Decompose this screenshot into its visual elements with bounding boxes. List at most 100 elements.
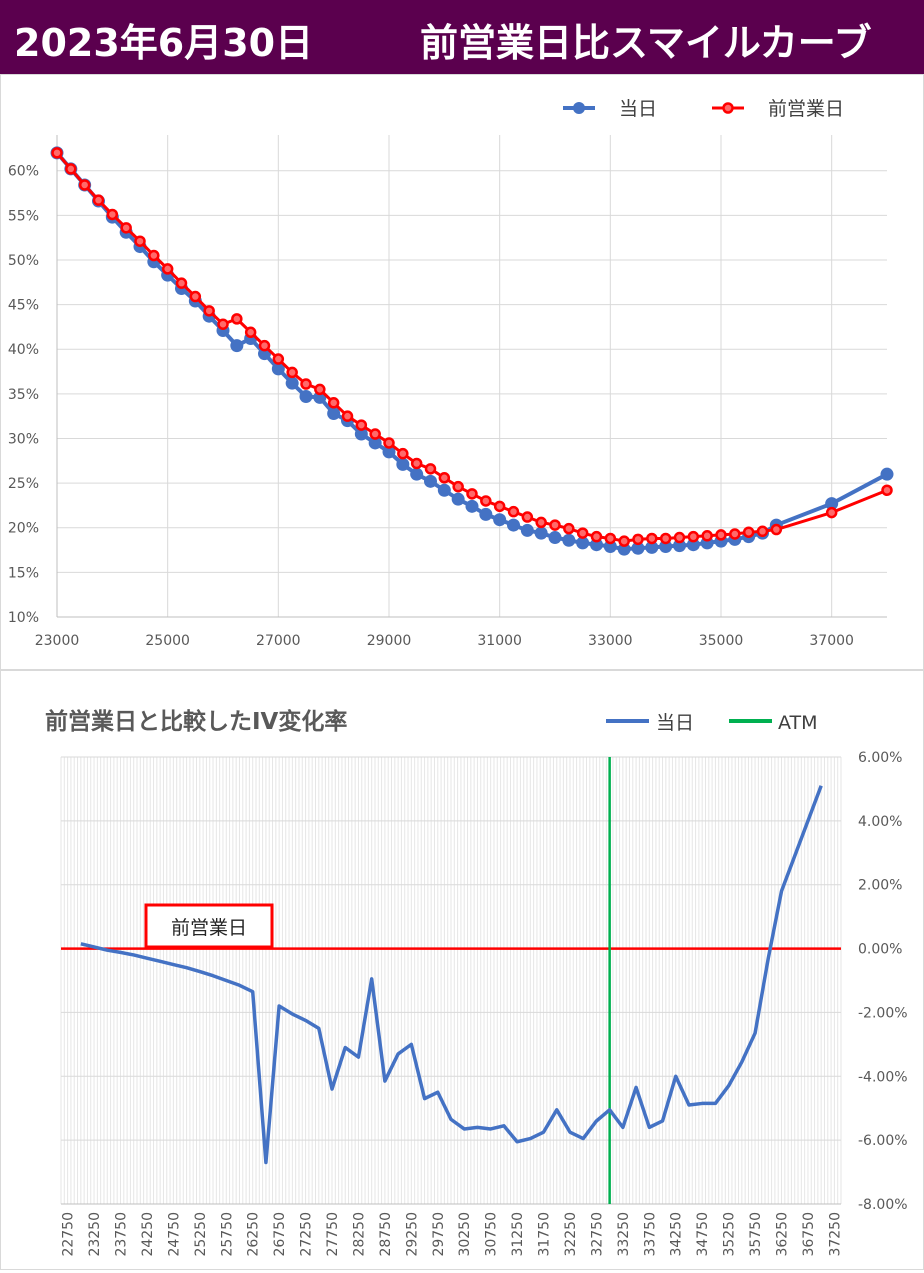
- data-point: [272, 353, 285, 365]
- data-point: [452, 480, 464, 493]
- data-point: [106, 208, 119, 221]
- data-point: [493, 500, 506, 513]
- x-tick-label: 31250: [510, 1212, 526, 1257]
- data-point: [493, 513, 507, 527]
- data-point: [507, 505, 520, 518]
- x-tick-label: 31000: [477, 633, 522, 649]
- y-tick-label: 55%: [8, 208, 39, 224]
- data-point: [659, 539, 673, 553]
- smile-curve-panel: 10% 15% 20% 25% 30% 35% 40% 45% 50% 55% 60% 23000 25…: [0, 74, 924, 670]
- data-point: [78, 179, 91, 191]
- x-tick-label: 25750: [219, 1212, 235, 1257]
- x-tick-label: 25000: [145, 633, 190, 649]
- smile-curve-chart: 10% 15% 20% 25% 30% 35% 40% 45% 50% 55% 60% 23000 25…: [8, 98, 894, 649]
- x-tick-label: 32750: [589, 1212, 605, 1257]
- x-tick-label: 29750: [431, 1212, 447, 1257]
- baseline-label: 前営業日: [171, 917, 247, 939]
- data-point: [549, 519, 561, 531]
- x-tick-label: 35000: [699, 633, 744, 649]
- legend-marker: [573, 102, 585, 114]
- x-tick-label: 37000: [809, 633, 854, 649]
- x-tick-label: 23000: [35, 633, 80, 649]
- data-point: [715, 529, 727, 541]
- iv-change-panel: 前営業日と比較したIV変化率 6.00% 4.00% 2.00% 0.00% -2.00%…: [0, 670, 924, 1270]
- x-tick-label: 35750: [748, 1212, 764, 1257]
- legend-label: 当日: [619, 98, 657, 120]
- data-point: [231, 313, 243, 325]
- data-point: [729, 528, 741, 540]
- data-point: [217, 318, 229, 330]
- data-point: [368, 436, 382, 450]
- data-point: [341, 410, 354, 422]
- x-tick-label: 24750: [166, 1212, 182, 1257]
- legend-marker: [722, 102, 734, 114]
- data-point: [286, 366, 298, 379]
- data-point: [410, 467, 424, 481]
- data-point: [576, 527, 589, 539]
- y-tick-label: -2.00%: [858, 1005, 908, 1021]
- x-tick-label: 35250: [722, 1212, 738, 1257]
- data-point: [258, 339, 271, 352]
- data-point: [480, 495, 492, 507]
- x-tick-label: 33000: [588, 633, 633, 649]
- y-tick-label: 50%: [8, 253, 39, 269]
- x-tick-label: 28250: [351, 1212, 367, 1257]
- x-tick-label: 23250: [87, 1212, 103, 1257]
- data-point: [548, 531, 562, 545]
- data-point: [175, 277, 188, 289]
- data-point: [590, 530, 603, 543]
- data-point: [825, 506, 838, 519]
- data-point: [590, 538, 603, 552]
- x-tick-label: 29250: [404, 1212, 420, 1257]
- data-point: [396, 457, 410, 471]
- data-point: [148, 249, 160, 262]
- data-point: [687, 530, 700, 543]
- data-point: [382, 445, 396, 459]
- data-point: [203, 305, 215, 317]
- data-point: [410, 457, 423, 470]
- y-tick-label: -8.00%: [858, 1197, 908, 1213]
- data-point: [673, 539, 686, 553]
- header-title: 前営業日比スマイルカーブ: [420, 21, 872, 65]
- data-point: [51, 147, 63, 159]
- data-point: [327, 397, 340, 409]
- baseline-label-box: [144, 903, 274, 949]
- data-point: [646, 532, 658, 545]
- data-point: [521, 511, 534, 523]
- data-point: [466, 488, 478, 500]
- legend-label: 当日: [656, 712, 694, 734]
- data-point: [604, 532, 617, 545]
- data-point: [92, 194, 105, 206]
- data-point: [285, 376, 299, 390]
- data-point: [534, 526, 548, 540]
- data-point: [437, 483, 451, 497]
- data-point: [645, 540, 659, 554]
- data-point: [617, 542, 631, 556]
- x-tick-label: 26250: [246, 1212, 262, 1257]
- data-point: [424, 474, 437, 488]
- y-tick-label: 40%: [8, 342, 39, 358]
- data-point: [120, 222, 132, 234]
- data-point: [673, 531, 686, 544]
- x-tick-label: 23750: [113, 1212, 129, 1257]
- y-tick-label: 60%: [8, 164, 39, 180]
- header-date: 2023年6月30日: [14, 21, 314, 65]
- data-point: [701, 530, 713, 542]
- y-tick-label: 6.00%: [858, 750, 902, 766]
- x-tick-label: 28750: [378, 1212, 394, 1257]
- data-point: [65, 163, 77, 175]
- y-tick-label: 20%: [8, 521, 39, 537]
- data-point: [451, 492, 465, 506]
- data-point: [397, 447, 409, 460]
- y-tick-label: 4.00%: [858, 814, 902, 830]
- x-tick-label: 36750: [801, 1212, 817, 1257]
- x-tick-label: 27250: [299, 1212, 315, 1257]
- y-tick-label: 15%: [8, 565, 39, 581]
- data-point: [314, 383, 326, 396]
- data-point: [507, 518, 520, 532]
- data-point: [354, 427, 368, 441]
- data-point: [659, 532, 672, 545]
- y-tick-label: 2.00%: [858, 878, 902, 894]
- data-point: [327, 406, 341, 420]
- data-point: [189, 290, 202, 303]
